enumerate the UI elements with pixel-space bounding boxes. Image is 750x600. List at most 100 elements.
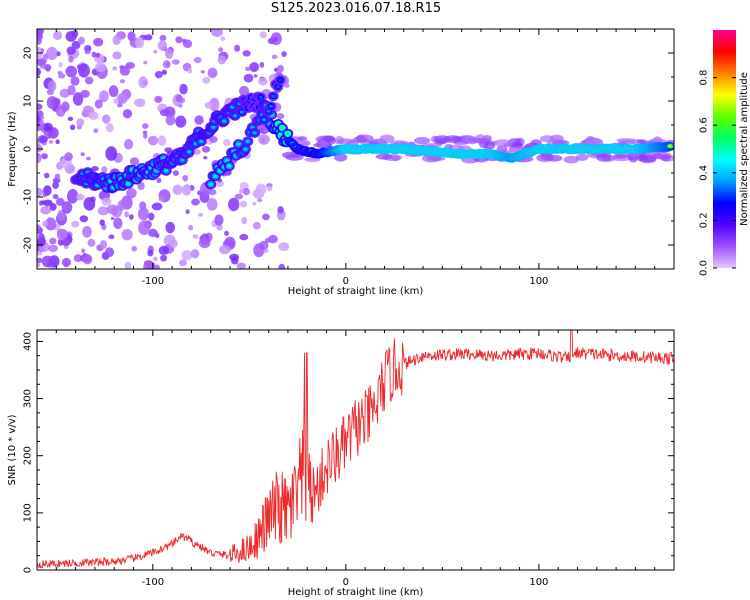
- noise-blob: [268, 234, 278, 244]
- noise-blob: [106, 122, 114, 133]
- noise-blob: [67, 85, 76, 96]
- noise-blob: [220, 36, 226, 42]
- noise-blob: [57, 209, 67, 222]
- noise-blob: [46, 46, 58, 61]
- noise-blob: [106, 204, 119, 215]
- noise-blob: [37, 38, 43, 45]
- noise-blob: [55, 197, 65, 207]
- ridge-core: [243, 147, 248, 151]
- noise-blob: [42, 154, 47, 160]
- colorbar-tick-label: 0.2: [699, 212, 710, 228]
- noise-blob: [276, 113, 285, 120]
- noise-blob: [143, 60, 148, 65]
- noise-blob: [64, 152, 73, 161]
- noise-blob: [37, 262, 41, 268]
- noise-blob: [43, 64, 52, 71]
- noise-blob: [259, 31, 267, 39]
- noise-blob: [56, 51, 61, 57]
- noise-blob: [158, 245, 170, 256]
- ridge-core: [180, 158, 185, 162]
- noise-blob: [68, 55, 74, 63]
- noise-blob: [71, 40, 81, 50]
- noise-blob: [84, 44, 92, 53]
- ridge-core: [245, 139, 250, 143]
- noise-blob: [157, 40, 168, 51]
- noise-blob: [66, 46, 76, 55]
- noise-blob: [188, 224, 194, 231]
- ridge-core: [222, 119, 227, 123]
- noise-blob: [121, 229, 133, 241]
- noise-blob: [61, 201, 73, 214]
- noise-blob: [117, 92, 128, 104]
- y-tick-label: 20: [23, 47, 34, 60]
- noise-blob: [42, 220, 49, 227]
- noise-blob: [129, 157, 140, 166]
- noise-blob: [39, 136, 48, 143]
- noise-blob: [211, 29, 223, 37]
- noise-blob: [267, 185, 273, 192]
- noise-blob: [43, 122, 53, 132]
- noise-blob: [41, 255, 54, 268]
- noise-blob: [117, 200, 126, 211]
- noise-blob: [209, 135, 218, 143]
- ridge-core: [208, 182, 213, 186]
- noise-blob: [47, 244, 59, 253]
- noise-blob: [219, 244, 231, 255]
- noise-blob: [55, 139, 60, 145]
- noise-blob: [54, 173, 61, 180]
- y-axis-label: SNR (10 * v/v): [7, 414, 18, 485]
- noise-blob: [85, 156, 91, 161]
- noise-blob: [284, 83, 290, 88]
- noise-blob: [158, 196, 165, 202]
- ridge-core: [187, 150, 192, 154]
- noise-blob: [37, 46, 42, 52]
- noise-blob: [193, 149, 201, 155]
- page-title: S125.2023.016.07.18.R15: [270, 1, 442, 16]
- noise-blob: [76, 193, 85, 201]
- noise-blob: [224, 230, 229, 237]
- noise-blob: [79, 215, 89, 223]
- noise-blob: [76, 64, 82, 70]
- noise-blob: [267, 37, 276, 45]
- noise-blob: [45, 217, 57, 231]
- noise-blob: [258, 77, 268, 86]
- noise-blob: [93, 128, 99, 134]
- noise-blob: [154, 95, 163, 104]
- ridge-core: [280, 126, 285, 130]
- ridge-core: [271, 94, 276, 98]
- noise-blob: [277, 64, 284, 73]
- bot-plot-frame: [36, 329, 675, 571]
- noise-blob: [144, 34, 153, 41]
- noise-blob: [65, 65, 78, 78]
- noise-blob: [119, 65, 131, 76]
- noise-blob: [129, 214, 134, 220]
- noise-blob: [264, 237, 271, 244]
- noise-blob: [69, 124, 76, 131]
- noise-blob: [181, 250, 193, 261]
- noise-blob: [172, 170, 179, 176]
- noise-blob: [143, 260, 155, 269]
- noise-blob: [82, 254, 93, 265]
- noise-blob: [153, 49, 158, 54]
- noise-blob: [249, 62, 260, 73]
- noise-blob: [243, 73, 254, 83]
- noise-blob: [185, 184, 190, 190]
- noise-blob: [70, 76, 80, 86]
- noise-blob: [98, 90, 109, 103]
- ridge-core: [285, 132, 290, 136]
- noise-blob: [278, 242, 290, 251]
- noise-blob: [99, 239, 108, 249]
- haze-blob: [319, 139, 328, 148]
- x-tick-label: 0: [343, 577, 349, 588]
- y-tick-label: 0: [23, 146, 34, 152]
- noise-blob: [82, 225, 92, 238]
- noise-blob: [172, 184, 183, 196]
- noise-blob: [175, 36, 183, 44]
- noise-blob: [61, 101, 70, 112]
- noise-blob: [95, 52, 101, 58]
- noise-blob: [194, 115, 204, 125]
- noise-blob: [259, 127, 264, 134]
- noise-blob: [204, 102, 213, 109]
- noise-blob: [37, 224, 41, 230]
